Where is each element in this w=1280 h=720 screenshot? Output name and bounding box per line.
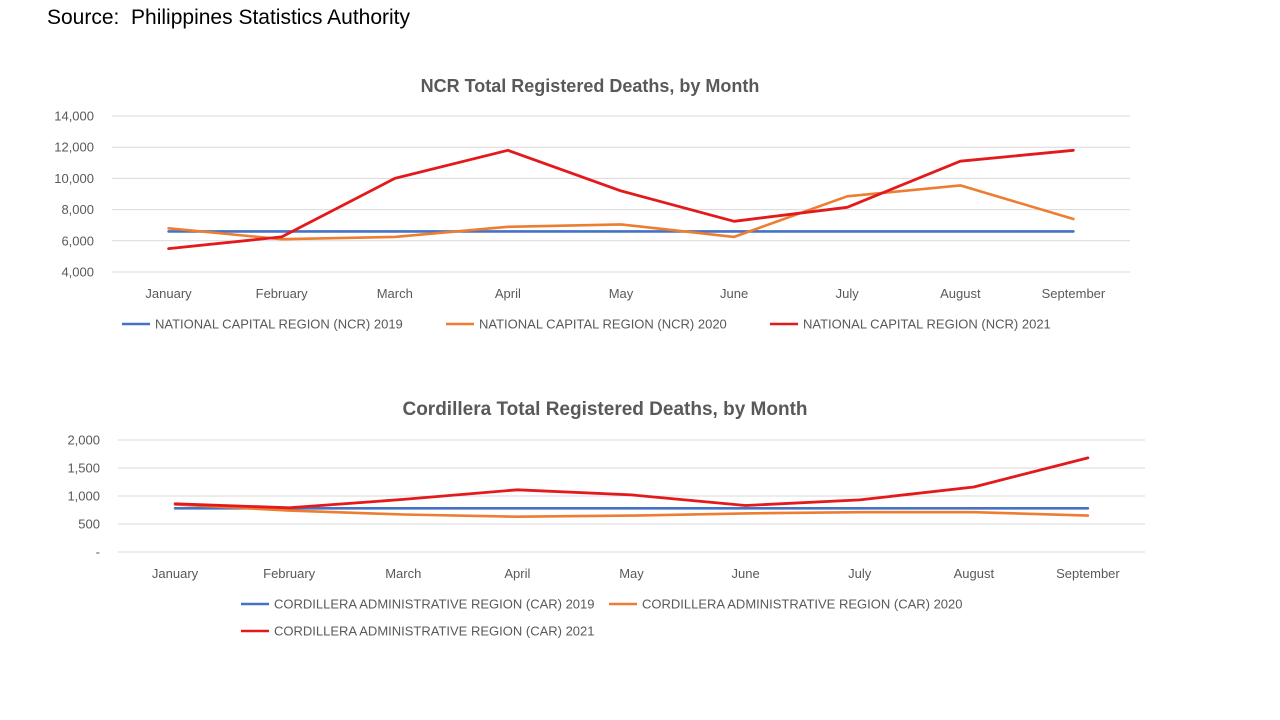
legend-label: CORDILLERA ADMINISTRATIVE REGION (CAR) 2… — [274, 624, 595, 639]
series-line — [167, 184, 1075, 241]
y-tick-label: 4,000 — [61, 265, 94, 280]
y-tick-label: 12,000 — [54, 140, 94, 155]
chart-title: Cordillera Total Registered Deaths, by M… — [402, 399, 807, 420]
x-tick-label: February — [263, 566, 316, 581]
x-tick-label: March — [377, 286, 413, 301]
x-tick-label: March — [385, 566, 421, 581]
x-tick-label: August — [940, 286, 981, 301]
x-tick-label: June — [732, 566, 760, 581]
legend-label: NATIONAL CAPITAL REGION (NCR) 2019 — [155, 317, 403, 332]
y-tick-label: 10,000 — [54, 171, 94, 186]
source-text: Source: Philippines Statistics Authority — [47, 6, 411, 29]
x-tick-label: September — [1056, 566, 1120, 581]
chart-title: NCR Total Registered Deaths, by Month — [421, 76, 760, 96]
legend-label: NATIONAL CAPITAL REGION (NCR) 2021 — [803, 317, 1051, 332]
y-tick-label: 6,000 — [61, 233, 94, 248]
y-tick-label: 2,000 — [67, 433, 100, 448]
x-tick-label: April — [504, 566, 530, 581]
x-tick-label: January — [152, 566, 199, 581]
x-tick-label: August — [954, 566, 995, 581]
y-tick-label: - — [96, 545, 100, 560]
y-tick-label: 8,000 — [61, 202, 94, 217]
x-tick-label: May — [609, 286, 634, 301]
x-tick-label: January — [145, 286, 192, 301]
x-tick-label: April — [495, 286, 521, 301]
x-tick-label: September — [1042, 286, 1106, 301]
x-tick-label: July — [836, 286, 860, 301]
x-tick-label: June — [720, 286, 748, 301]
series-line — [173, 503, 1090, 519]
ncr-chart: NCR Total Registered Deaths, by Month 4,… — [54, 76, 1130, 332]
y-tick-label: 1,500 — [67, 461, 100, 476]
car-chart: Cordillera Total Registered Deaths, by M… — [67, 399, 1145, 639]
y-tick-label: 14,000 — [54, 109, 94, 124]
legend-label: NATIONAL CAPITAL REGION (NCR) 2020 — [479, 317, 727, 332]
series-line — [173, 456, 1090, 510]
legend-label: CORDILLERA ADMINISTRATIVE REGION (CAR) 2… — [642, 597, 963, 612]
legend-label: CORDILLERA ADMINISTRATIVE REGION (CAR) 2… — [274, 597, 595, 612]
y-tick-label: 1,000 — [67, 489, 100, 504]
x-tick-label: July — [848, 566, 872, 581]
x-tick-label: May — [619, 566, 644, 581]
x-tick-label: February — [256, 286, 309, 301]
y-tick-label: 500 — [78, 517, 100, 532]
series-line — [167, 148, 1075, 251]
